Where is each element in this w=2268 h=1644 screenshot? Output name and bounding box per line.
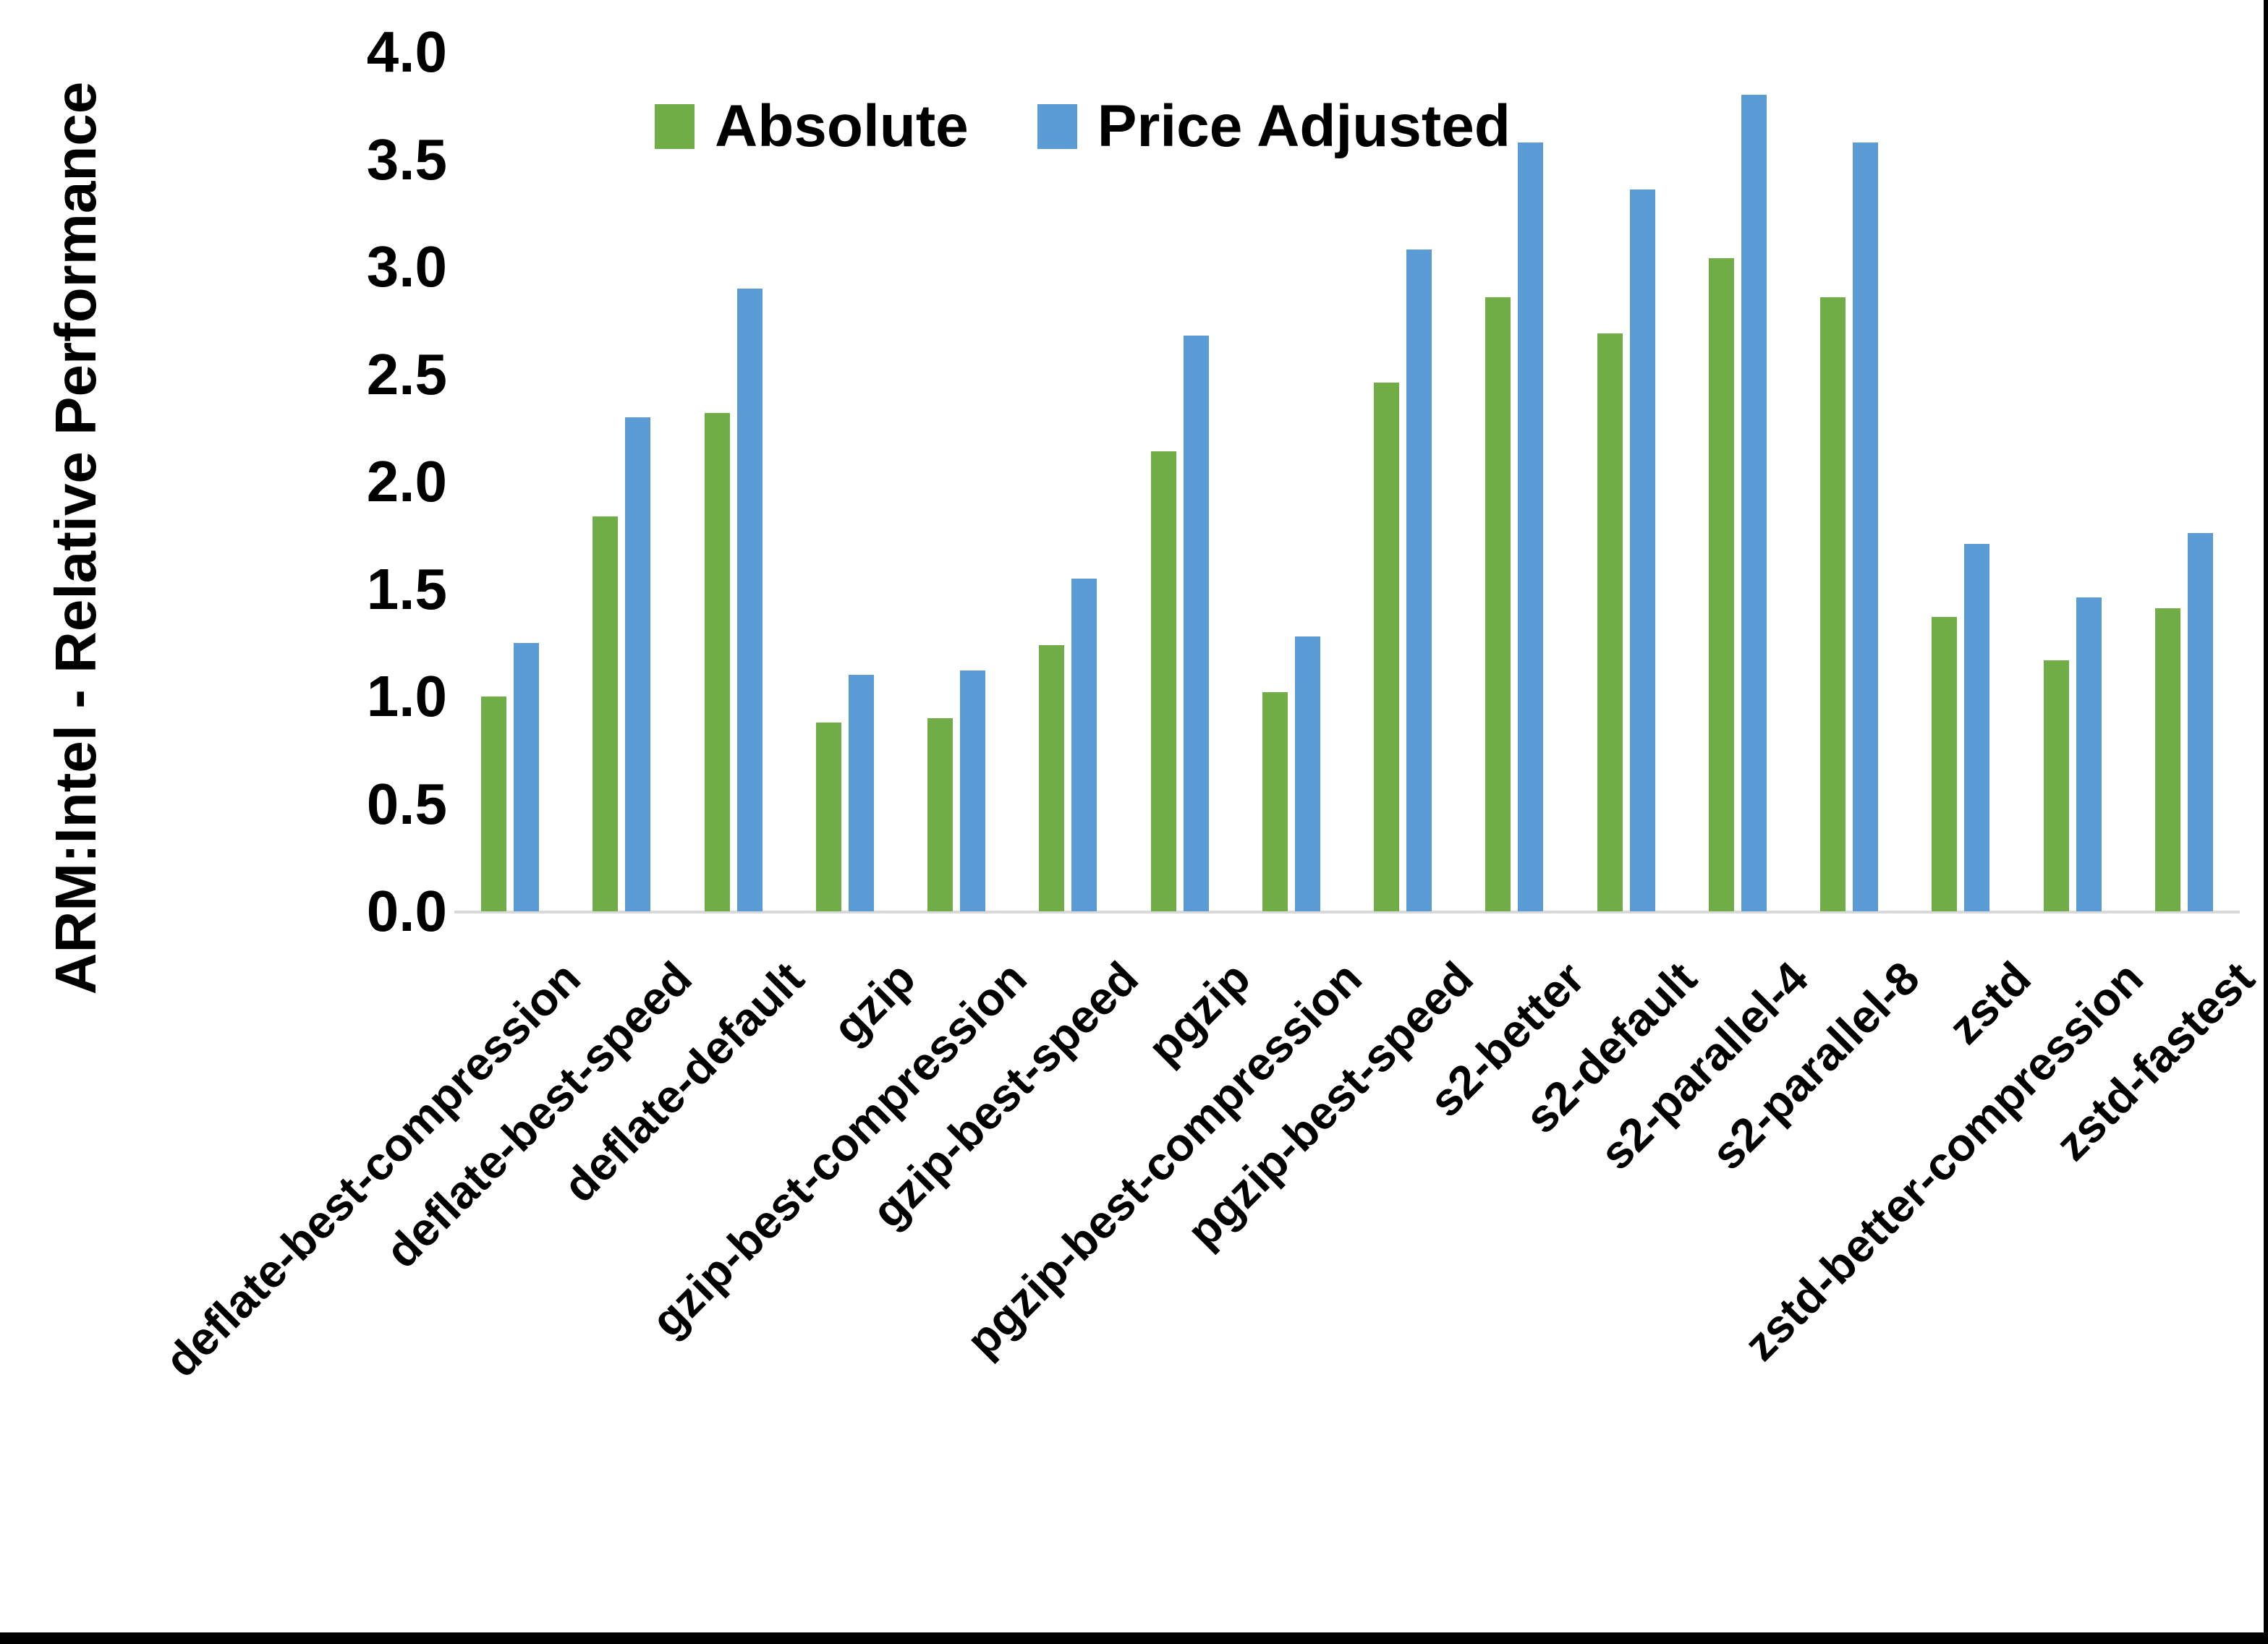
- bar-price-adjusted: [514, 642, 539, 911]
- bar-absolute: [815, 722, 841, 911]
- bar-price-adjusted: [1741, 95, 1767, 911]
- legend-swatch-icon: [1037, 104, 1077, 149]
- bar-absolute: [1150, 451, 1176, 911]
- bar-price-adjusted: [848, 675, 874, 911]
- bar-price-adjusted: [1629, 189, 1655, 911]
- bar-group-pgzip: [1124, 52, 1236, 911]
- bar-price-adjusted: [1853, 142, 1878, 911]
- bar-absolute: [1485, 297, 1511, 911]
- bar-absolute: [1039, 644, 1065, 911]
- bar-group-deflate-default: [678, 52, 789, 911]
- bar-group-s2-default: [1571, 52, 1682, 911]
- bar-absolute: [1262, 692, 1288, 911]
- y-tick-label: 0.5: [366, 771, 447, 836]
- y-tick-label: 4.0: [366, 20, 447, 84]
- legend-item: Price Adjusted: [1037, 93, 1511, 161]
- legend: Absolute Price Adjusted: [655, 93, 1511, 161]
- legend-label: Price Adjusted: [1097, 93, 1511, 159]
- legend-swatch-icon: [655, 104, 695, 149]
- y-tick-label: 1.0: [366, 664, 447, 728]
- bar-absolute: [927, 717, 953, 911]
- y-tick-label: 2.0: [366, 449, 447, 514]
- bar-price-adjusted: [1964, 544, 1990, 911]
- bar-group-s2-parallel-4: [1682, 52, 1793, 911]
- bar-absolute: [1820, 297, 1846, 911]
- legend-item: Absolute: [655, 93, 969, 161]
- bar-absolute: [1932, 617, 1958, 911]
- bar-absolute: [593, 516, 619, 911]
- bar-group-s2-better: [1458, 52, 1570, 911]
- bar-absolute: [2154, 608, 2180, 911]
- bar-price-adjusted: [2076, 597, 2102, 911]
- bar-price-adjusted: [1406, 250, 1432, 911]
- y-tick-label: 1.5: [366, 556, 447, 621]
- plot-area: [454, 52, 2240, 913]
- bar-absolute: [704, 412, 730, 911]
- bar-group-zstd-better-compression: [2017, 52, 2128, 911]
- y-tick-label: 3.5: [366, 127, 447, 192]
- bar-price-adjusted: [1518, 142, 1544, 911]
- bar-group-gzip-best-compression: [901, 52, 1012, 911]
- bar-absolute: [1374, 383, 1399, 911]
- bar-group-pgzip-best-compression: [1236, 52, 1347, 911]
- bar-price-adjusted: [960, 670, 985, 911]
- x-axis-baseline: [454, 911, 2240, 913]
- bar-price-adjusted: [625, 417, 651, 911]
- bar-price-adjusted: [736, 288, 763, 911]
- bar-absolute: [1597, 333, 1623, 911]
- bar-absolute: [1708, 258, 1734, 911]
- bar-group-gzip-best-speed: [1012, 52, 1124, 911]
- legend-label: Absolute: [715, 93, 969, 159]
- bar-absolute: [481, 697, 506, 911]
- y-tick-label: 2.5: [366, 341, 447, 406]
- screenshot-bottom-border: [0, 1632, 2268, 1644]
- bar-price-adjusted: [1071, 578, 1097, 911]
- bar-group-pgzip-best-speed: [1347, 52, 1458, 911]
- bar-group-zstd-fastest: [2128, 52, 2240, 911]
- bar-group-deflate-best-speed: [566, 52, 677, 911]
- y-axis-title: ARM:Intel - Relative Performance: [43, 81, 108, 995]
- bar-price-adjusted: [2187, 533, 2213, 911]
- y-tick-label: 0.0: [366, 879, 447, 943]
- bar-price-adjusted: [1294, 636, 1320, 911]
- bar-group-zstd: [1905, 52, 2016, 911]
- screenshot-right-border: [2264, 0, 2268, 1644]
- bar-price-adjusted: [1183, 336, 1209, 911]
- y-tick-label: 3.0: [366, 234, 447, 299]
- bar-group-gzip: [789, 52, 901, 911]
- bar-group-deflate-best-compression: [454, 52, 566, 911]
- bar-group-s2-parallel-8: [1793, 52, 1905, 911]
- bar-absolute: [2043, 660, 2069, 911]
